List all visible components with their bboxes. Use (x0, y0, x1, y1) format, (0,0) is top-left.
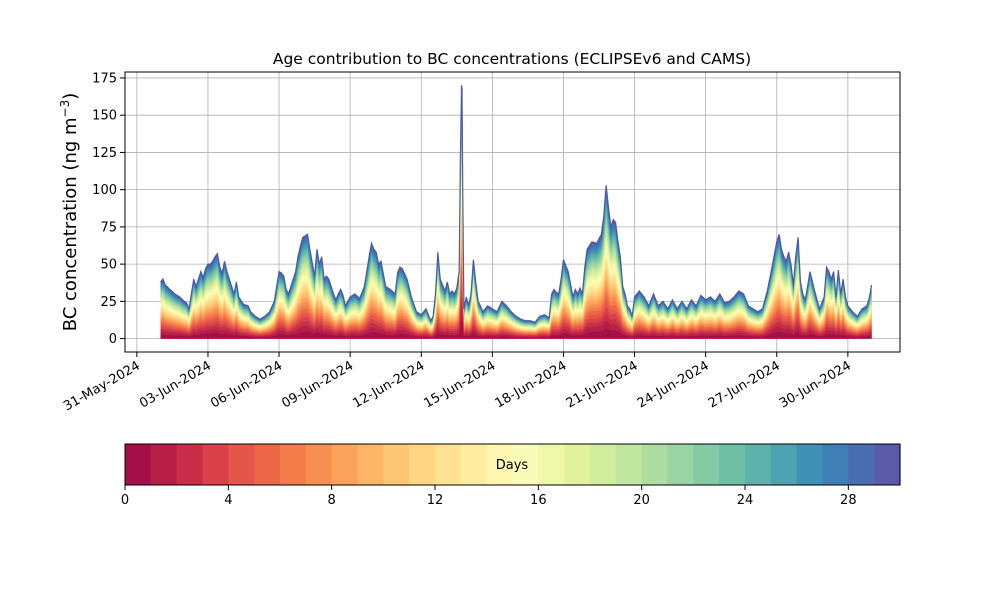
y-axis: 0 25 50 75 100 125 150 175 (92, 71, 125, 347)
x-tick-label: 27-Jun-2024 (706, 358, 783, 411)
y-axis-label-close: ) (60, 93, 81, 100)
age-band-0-days (160, 320, 872, 339)
x-tick-label: 18-Jun-2024 (493, 358, 570, 411)
colorbar-tick-label: 0 (121, 493, 129, 508)
colorbar-swatch (409, 444, 436, 485)
colorbar-swatch (512, 444, 539, 485)
y-tick-label: 175 (92, 71, 117, 86)
colorbar-swatch (202, 444, 229, 485)
colorbar-swatch (719, 444, 746, 485)
x-tick-label: 15-Jun-2024 (422, 358, 499, 411)
colorbar-swatch (305, 444, 333, 485)
colorbar-swatch (667, 444, 694, 485)
y-tick-label: 25 (100, 295, 117, 310)
x-axis: 31-May-202403-Jun-202406-Jun-202409-Jun-… (61, 352, 854, 414)
colorbar-tick-label: 20 (633, 493, 650, 508)
colorbar-frame (124, 443, 901, 486)
colorbar-swatch (280, 444, 307, 485)
colorbar-swatch (538, 444, 565, 485)
colorbar-tick-label: 4 (224, 493, 232, 508)
colorbar-swatch (176, 444, 204, 485)
x-tick-label: 09-Jun-2024 (279, 358, 356, 411)
colorbar-swatch (848, 444, 875, 485)
colorbar-label: Days (496, 458, 529, 473)
y-tick-label: 100 (92, 183, 117, 198)
colorbar-swatch (383, 444, 410, 485)
y-axis-label: BC concentration (ng m−3) (58, 93, 81, 332)
y-tick-label: 0 (109, 332, 117, 347)
colorbar-tick-label: 12 (427, 493, 444, 508)
colorbar-ticks: 0 4 8 12 16 20 24 28 (121, 485, 857, 508)
x-tick-label: 03-Jun-2024 (137, 358, 214, 411)
colorbar-swatch (641, 444, 669, 485)
colorbar-swatch (564, 444, 591, 485)
total-series-line (160, 85, 873, 323)
colorbar-swatch (150, 444, 178, 485)
y-tick-label: 50 (100, 258, 117, 273)
colorbar-tick-label: 8 (328, 493, 336, 508)
colorbar-swatch (435, 444, 462, 485)
colorbar-swatch (125, 444, 152, 485)
x-tick-label: 06-Jun-2024 (208, 358, 285, 411)
colorbar-swatch (615, 444, 643, 485)
colorbar-tick-label: 24 (737, 493, 754, 508)
colorbar-swatch (254, 444, 281, 485)
colorbar-swatch (486, 444, 514, 485)
stacked-area-layer (160, 85, 873, 339)
colorbar (125, 444, 901, 485)
y-tick-label: 75 (100, 220, 117, 235)
colorbar-tick-label: 28 (840, 493, 857, 508)
x-tick-label: 24-Jun-2024 (635, 358, 712, 411)
colorbar-swatch (745, 444, 772, 485)
chart-title: Age contribution to BC concentrations (E… (273, 50, 751, 68)
x-tick-label: 21-Jun-2024 (564, 358, 641, 411)
colorbar-swatch (590, 444, 617, 485)
colorbar-swatch (357, 444, 384, 485)
colorbar-swatch (770, 444, 798, 485)
colorbar-swatch (228, 444, 255, 485)
colorbar-swatch (822, 444, 849, 485)
plot-frame (124, 71, 901, 353)
colorbar-swatch (874, 444, 901, 485)
colorbar-tick-label: 16 (530, 493, 547, 508)
colorbar-swatch (796, 444, 824, 485)
y-axis-label-main: BC concentration (ng m (60, 117, 81, 331)
x-tick-label: 31-May-2024 (61, 358, 143, 414)
y-tick-label: 150 (92, 109, 117, 124)
x-tick-label: 12-Jun-2024 (350, 358, 427, 411)
colorbar-swatch (331, 444, 359, 485)
colorbar-swatch (460, 444, 488, 485)
y-axis-label-superscript: −3 (58, 100, 72, 118)
x-tick-label: 30-Jun-2024 (777, 358, 854, 411)
y-tick-label: 125 (92, 146, 117, 161)
colorbar-swatch (693, 444, 720, 485)
